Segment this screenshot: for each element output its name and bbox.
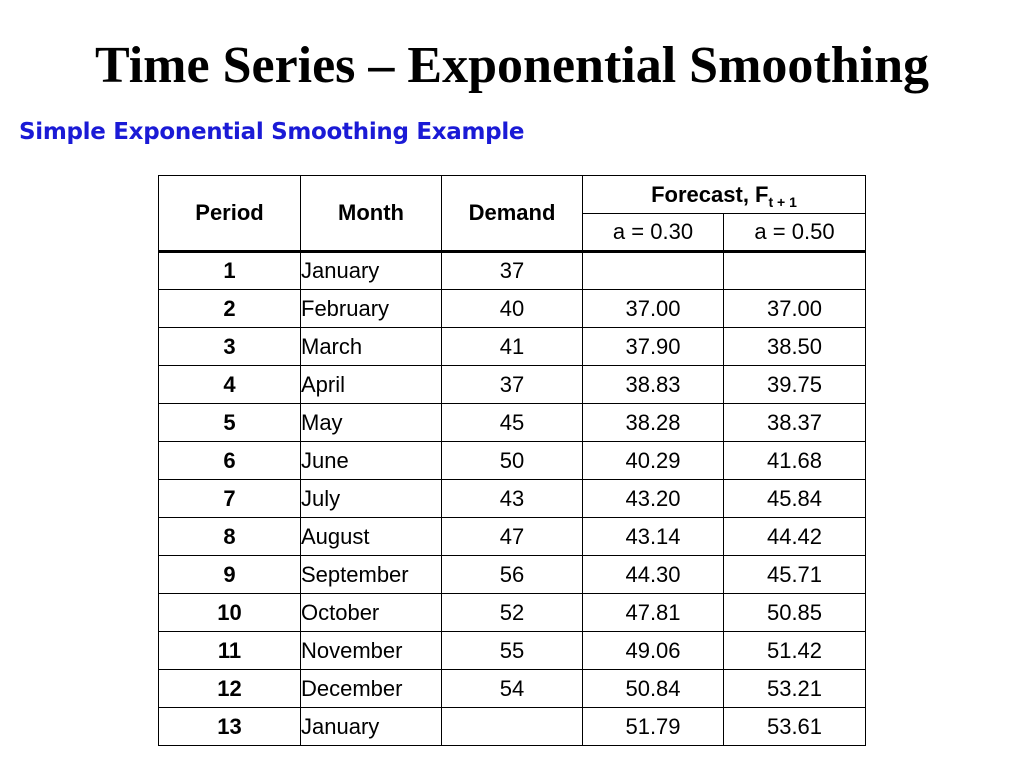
cell-forecast-050	[723, 251, 866, 290]
table-row: 3 March 41 37.90 38.50	[158, 327, 866, 366]
header-month: Month	[300, 175, 442, 253]
cell-month: May	[300, 403, 442, 442]
table-row: 1 January 37	[158, 251, 866, 290]
cell-demand: 52	[441, 593, 583, 632]
cell-forecast-050: 50.85	[723, 593, 866, 632]
cell-month: December	[300, 669, 442, 708]
cell-demand: 37	[441, 365, 583, 404]
cell-demand: 45	[441, 403, 583, 442]
cell-period: 5	[158, 403, 301, 442]
slide-subtitle: Simple Exponential Smoothing Example	[19, 119, 525, 145]
cell-month: June	[300, 441, 442, 480]
cell-period: 2	[158, 289, 301, 328]
cell-month: October	[300, 593, 442, 632]
header-forecast: Forecast, Ft + 1	[582, 175, 866, 214]
cell-period: 11	[158, 631, 301, 670]
cell-demand: 47	[441, 517, 583, 556]
table-row: 12 December 54 50.84 53.21	[158, 669, 866, 708]
table-row: 8 August 47 43.14 44.42	[158, 517, 866, 556]
cell-month: January	[300, 251, 442, 290]
table-body: 1 January 37 2 February 40 37.00 37.00 3 March 41 3…	[158, 251, 866, 746]
cell-forecast-030: 38.83	[582, 365, 724, 404]
cell-forecast-030: 43.14	[582, 517, 724, 556]
cell-forecast-050: 45.71	[723, 555, 866, 594]
table-row: 10 October 52 47.81 50.85	[158, 593, 866, 632]
header-alpha-030: a = 0.30	[582, 213, 724, 253]
cell-forecast-050: 51.42	[723, 631, 866, 670]
header-demand: Demand	[441, 175, 583, 253]
cell-month: January	[300, 707, 442, 746]
cell-forecast-030: 44.30	[582, 555, 724, 594]
cell-period: 10	[158, 593, 301, 632]
cell-forecast-030: 50.84	[582, 669, 724, 708]
cell-month: March	[300, 327, 442, 366]
cell-demand: 56	[441, 555, 583, 594]
cell-forecast-030: 40.29	[582, 441, 724, 480]
table-row: 2 February 40 37.00 37.00	[158, 289, 866, 328]
cell-forecast-050: 38.37	[723, 403, 866, 442]
cell-month: September	[300, 555, 442, 594]
cell-month: July	[300, 479, 442, 518]
cell-demand: 54	[441, 669, 583, 708]
cell-demand	[441, 707, 583, 746]
cell-period: 7	[158, 479, 301, 518]
cell-period: 9	[158, 555, 301, 594]
cell-period: 8	[158, 517, 301, 556]
cell-period: 4	[158, 365, 301, 404]
cell-forecast-030: 43.20	[582, 479, 724, 518]
cell-demand: 43	[441, 479, 583, 518]
cell-demand: 41	[441, 327, 583, 366]
cell-demand: 40	[441, 289, 583, 328]
cell-forecast-030: 51.79	[582, 707, 724, 746]
cell-forecast-050: 38.50	[723, 327, 866, 366]
cell-month: November	[300, 631, 442, 670]
header-forecast-subscript: t + 1	[768, 193, 797, 210]
exponential-smoothing-table: Period Month Demand Forecast, Ft + 1 a =…	[158, 175, 866, 746]
cell-forecast-030	[582, 251, 724, 290]
cell-demand: 37	[441, 251, 583, 290]
cell-forecast-030: 47.81	[582, 593, 724, 632]
table-header-row-alpha: a = 0.30 a = 0.50	[159, 213, 866, 253]
header-forecast-label: Forecast, F	[651, 181, 769, 207]
table-header-row: Period Month Demand Forecast, Ft + 1	[158, 175, 866, 253]
table-row: 4 April 37 38.83 39.75	[158, 365, 866, 404]
cell-demand: 50	[441, 441, 583, 480]
cell-forecast-050: 41.68	[723, 441, 866, 480]
slide-title: Time Series – Exponential Smoothing	[94, 37, 929, 94]
header-alpha-050: a = 0.50	[723, 213, 866, 253]
cell-forecast-030: 38.28	[582, 403, 724, 442]
header-period: Period	[158, 175, 301, 253]
cell-forecast-050: 39.75	[723, 365, 866, 404]
cell-forecast-030: 37.90	[582, 327, 724, 366]
cell-month: August	[300, 517, 442, 556]
table-row: 11 November 55 49.06 51.42	[158, 631, 866, 670]
cell-forecast-030: 37.00	[582, 289, 724, 328]
cell-period: 13	[158, 707, 301, 746]
cell-forecast-050: 53.61	[723, 707, 866, 746]
cell-forecast-050: 45.84	[723, 479, 866, 518]
cell-period: 1	[158, 251, 301, 290]
cell-forecast-050: 44.42	[723, 517, 866, 556]
table-row: 7 July 43 43.20 45.84	[158, 479, 866, 518]
cell-month: April	[300, 365, 442, 404]
table-row: 9 September 56 44.30 45.71	[158, 555, 866, 594]
table-row: 13 January 51.79 53.61	[158, 707, 866, 746]
cell-demand: 55	[441, 631, 583, 670]
cell-period: 3	[158, 327, 301, 366]
cell-forecast-030: 49.06	[582, 631, 724, 670]
cell-period: 12	[158, 669, 301, 708]
table-row: 5 May 45 38.28 38.37	[158, 403, 866, 442]
cell-forecast-050: 37.00	[723, 289, 866, 328]
cell-forecast-050: 53.21	[723, 669, 866, 708]
cell-month: February	[300, 289, 442, 328]
cell-period: 6	[158, 441, 301, 480]
table-row: 6 June 50 40.29 41.68	[158, 441, 866, 480]
